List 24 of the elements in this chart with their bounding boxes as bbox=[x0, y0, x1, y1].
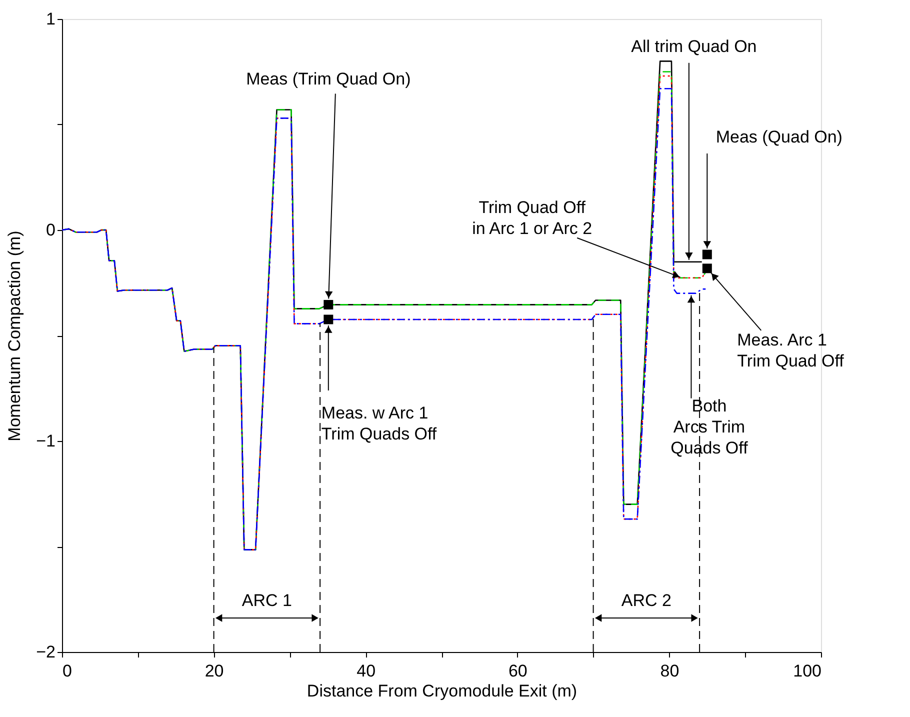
x-tick-label: 40 bbox=[356, 662, 376, 680]
annotation: ARC 1 bbox=[242, 591, 292, 610]
annotation: Meas. w Arc 1 Trim Quads Off bbox=[321, 403, 437, 444]
annotation: Trim Quad Off in Arc 1 or Arc 2 bbox=[472, 198, 592, 238]
point bbox=[702, 250, 712, 260]
point bbox=[324, 300, 334, 310]
annotation: ARC 2 bbox=[621, 591, 672, 610]
point bbox=[324, 314, 334, 324]
x-tick-label: 100 bbox=[793, 662, 822, 680]
point bbox=[702, 264, 712, 274]
x-tick-label: 0 bbox=[62, 662, 72, 680]
x-tick-label: 60 bbox=[508, 662, 528, 680]
x-tick-label: 80 bbox=[660, 662, 680, 680]
y-tick-label: 0 bbox=[46, 220, 56, 240]
annotation: Meas. Arc 1 Trim Quad Off bbox=[737, 330, 844, 370]
annotation: Meas (Trim Quad On) bbox=[246, 70, 411, 89]
x-axis-title: Distance From Cryomodule Exit (m) bbox=[306, 682, 578, 700]
y-tick-label: 1 bbox=[46, 10, 56, 28]
x-tick-label: 20 bbox=[204, 662, 224, 680]
annotation: Meas (Quad On) bbox=[716, 127, 842, 146]
annotation: All trim Quad On bbox=[631, 36, 757, 56]
y-tick-label: −2 bbox=[36, 642, 56, 662]
y-tick-label: −1 bbox=[36, 432, 56, 450]
y-axis-title: Momentum Compaction (m) bbox=[5, 230, 24, 442]
